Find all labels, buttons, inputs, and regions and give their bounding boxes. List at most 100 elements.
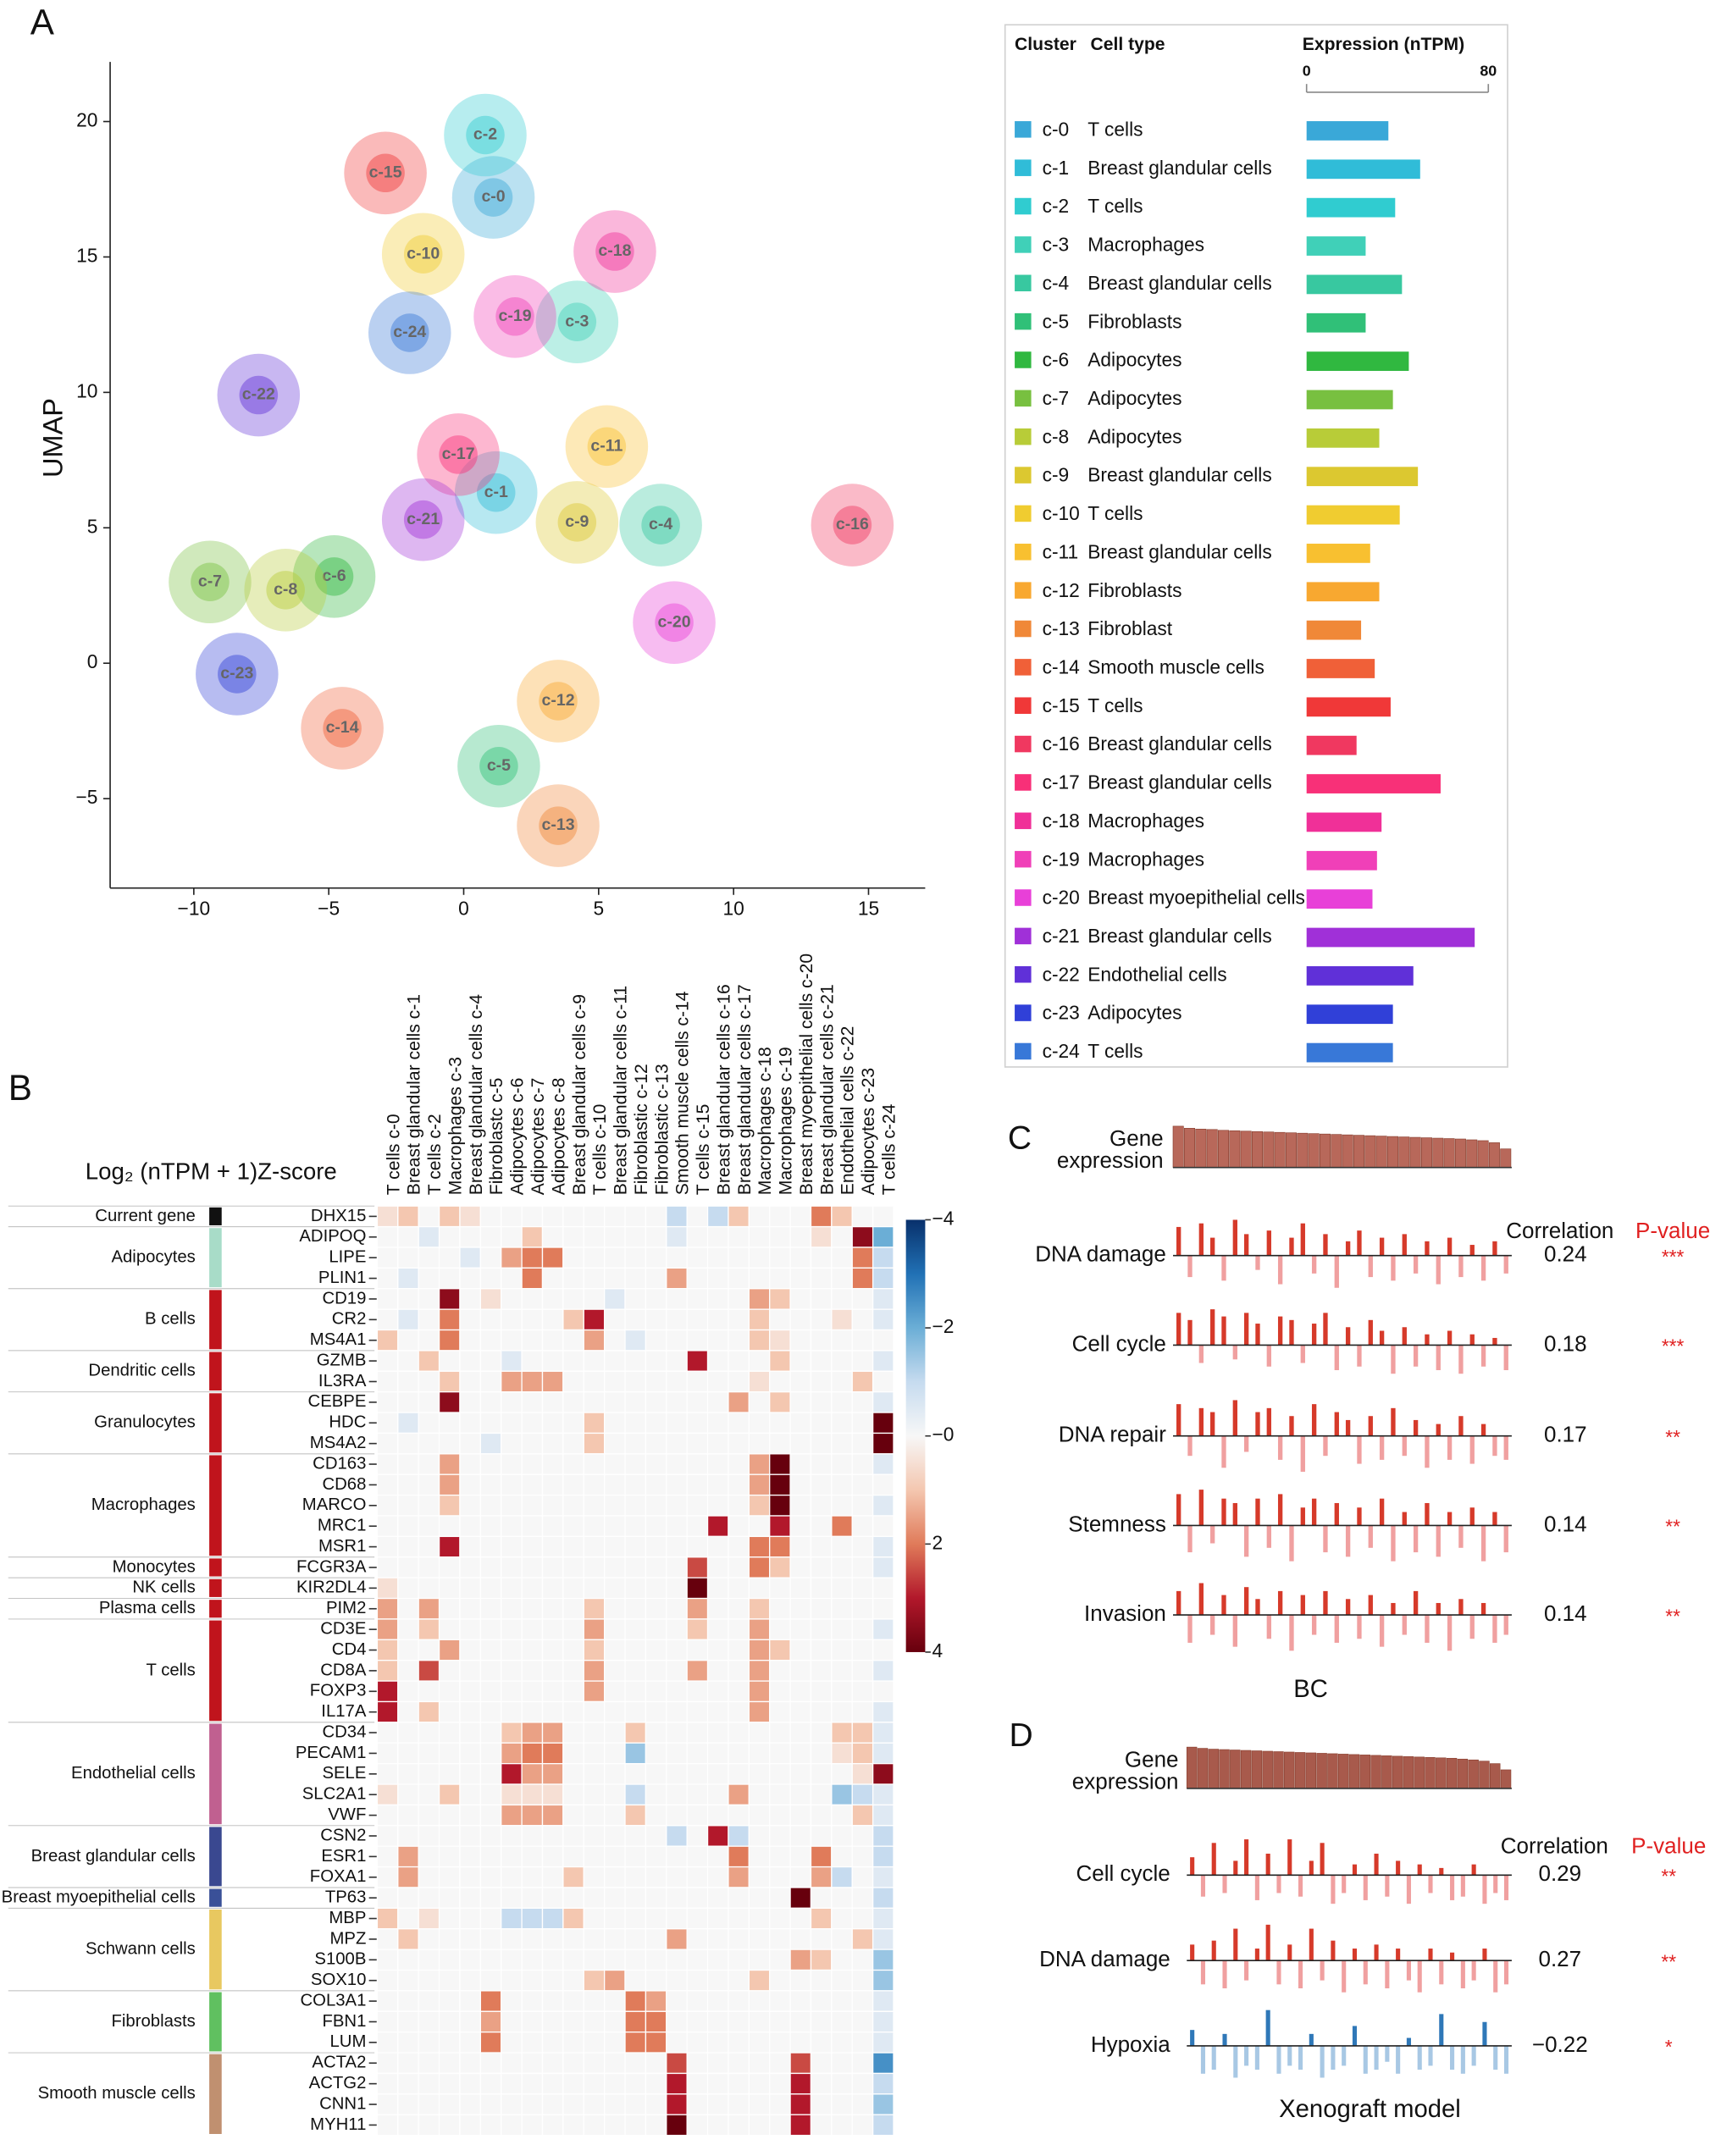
cluster-core [218, 655, 257, 694]
heatmap-cell [562, 1535, 584, 1558]
track-name: Cell cycle [1072, 1330, 1166, 1356]
track-bar [1176, 1494, 1181, 1526]
heatmap-cell [666, 1225, 688, 1248]
group-label: T cells [147, 1661, 196, 1679]
heatmap-cell [686, 1473, 709, 1496]
gene-label: PIM2 [326, 1599, 366, 1617]
heatmap-cell [748, 2093, 771, 2115]
heatmap-cell [562, 1288, 584, 1310]
heatmap-cell [376, 1762, 399, 1785]
heatmap-cell [438, 1515, 461, 1538]
cell-type: Adipocytes [1087, 349, 1181, 371]
expression-bar [1432, 1137, 1444, 1169]
cluster-blob [535, 280, 619, 363]
expression-bar [1490, 1763, 1501, 1789]
track-bar [1222, 1875, 1227, 1893]
heatmap-cell [831, 1288, 853, 1310]
heatmap-cell [810, 1370, 833, 1393]
track-bar [1190, 2030, 1195, 2046]
track-bar [1298, 2045, 1303, 2070]
heatmap-cell [851, 2010, 874, 2033]
cluster-label: c-0 [481, 187, 505, 206]
heatmap-cell [418, 1928, 440, 1950]
heatmap-cell [666, 1329, 688, 1352]
heatmap-cell [851, 1308, 874, 1331]
heatmap-cell [583, 1742, 606, 1765]
heatmap-cell [789, 1391, 812, 1413]
heatmap-cell [789, 1225, 812, 1248]
heatmap-cell [789, 1515, 812, 1538]
track-bar [1300, 1595, 1305, 1616]
heatmap-cell [541, 1742, 564, 1765]
heatmap-cell [376, 1494, 399, 1517]
heatmap-cell [521, 1866, 544, 1888]
heatmap-cell [624, 2052, 647, 2075]
heatmap-cell [810, 2010, 833, 2033]
heatmap-cell [851, 1700, 874, 1723]
heatmap-cell [789, 1556, 812, 1578]
heatmap-cell [789, 1308, 812, 1331]
heatmap-cell [666, 1990, 688, 2012]
color-swatch [1015, 428, 1032, 445]
heatmap-cell [831, 1618, 853, 1640]
heatmap-cell [501, 1722, 523, 1744]
track-bar [1198, 1490, 1204, 1526]
cluster-blob [169, 540, 252, 624]
y-axis-label: UMAP [38, 398, 69, 478]
expression-bar [1251, 1131, 1264, 1169]
heatmap-cell [501, 1288, 523, 1310]
heatmap-cell [624, 1722, 647, 1744]
heatmap-cell [645, 1762, 667, 1785]
track-bar [1190, 1944, 1195, 1961]
heatmap-cell [666, 1350, 688, 1372]
color-swatch [1015, 236, 1032, 253]
heatmap-cell [872, 1866, 894, 1888]
heatmap-cell [418, 1453, 440, 1475]
heatmap-cell [521, 1618, 544, 1640]
expression-bar [1218, 1130, 1230, 1169]
heatmap-cell [810, 1825, 833, 1847]
heatmap-cell [397, 1660, 419, 1682]
heatmap-cell [789, 1907, 812, 1930]
heatmap-cell [645, 1391, 667, 1413]
heatmap-cell [831, 2093, 853, 2115]
p-value-stars: ** [1661, 1950, 1676, 1972]
heatmap-cell [521, 1783, 544, 1806]
heatmap-cell [438, 1453, 461, 1475]
heatmap-cell [645, 1412, 667, 1435]
heatmap-cell [479, 2010, 502, 2033]
cluster-id: c-7 [1043, 387, 1070, 409]
heatmap-cell [418, 1288, 440, 1310]
heatmap-cell [418, 2010, 440, 2033]
heatmap-cell [728, 1928, 750, 1950]
track-bar [1345, 1419, 1351, 1436]
expression-bar [1319, 1133, 1331, 1169]
heatmap-cell [706, 1494, 729, 1517]
heatmap-cell [789, 1453, 812, 1475]
heatmap-cell [583, 2032, 606, 2054]
heatmap-cell [789, 2072, 812, 2095]
heatmap-cell [748, 1990, 771, 2012]
heatmap-cell [706, 1597, 729, 1620]
gene-label: CD68 [322, 1475, 366, 1494]
heatmap-cell [624, 1205, 647, 1228]
heatmap-cell [851, 2093, 874, 2115]
heatmap-cell [645, 1722, 667, 1744]
expression-bar [1184, 1128, 1196, 1169]
expression-bar [1273, 1751, 1284, 1789]
heatmap-cell [831, 1969, 853, 1992]
heatmap-cell [562, 2114, 584, 2137]
track-bar [1469, 1435, 1475, 1464]
heatmap-cell [872, 2093, 894, 2115]
heatmap-cell [810, 2072, 833, 2095]
column-label: T cells c-24 [880, 1103, 899, 1195]
heatmap-cell [728, 1556, 750, 1578]
heatmap-cell [686, 1556, 709, 1578]
heatmap-cell [583, 1783, 606, 1806]
heatmap-cell [459, 1762, 481, 1785]
heatmap-cell [376, 1618, 399, 1640]
heatmap-cell [810, 1969, 833, 1992]
cluster-label: c-18 [598, 241, 631, 260]
track-name: DNA damage [1035, 1241, 1166, 1267]
heatmap-cell [810, 1762, 833, 1785]
